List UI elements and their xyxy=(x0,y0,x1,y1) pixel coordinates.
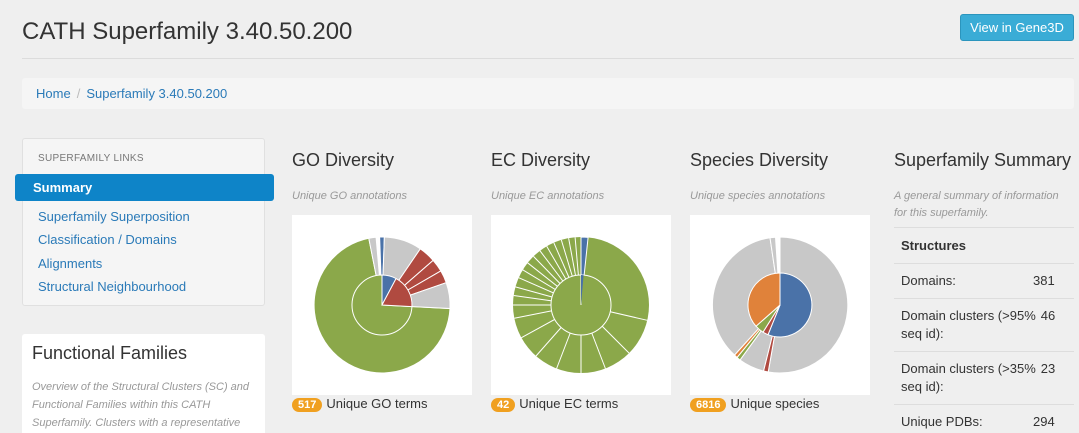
species-inner-orange xyxy=(747,272,781,327)
ec-sunburst-chart[interactable] xyxy=(491,215,671,395)
go-inner-red xyxy=(381,277,413,308)
view-in-gene3d-button[interactable]: View in Gene3D xyxy=(960,14,1074,41)
sidebar-heading: SUPERFAMILY LINKS xyxy=(38,153,144,164)
ec-diversity-subtitle: Unique EC annotations xyxy=(491,190,605,202)
superfamily-summary: Superfamily Summary A general summary of… xyxy=(894,150,1074,433)
breadcrumb-home-link[interactable]: Home xyxy=(36,86,71,101)
ec-count-label: Unique EC terms xyxy=(519,396,619,411)
species-count: 6816 Unique species xyxy=(690,396,819,412)
functional-families-title: Functional Families xyxy=(32,343,188,363)
summary-title: Superfamily Summary xyxy=(894,150,1072,170)
species-outer-grey-large xyxy=(712,237,781,356)
title-divider xyxy=(22,58,1074,59)
breadcrumb: Home / Superfamily 3.40.50.200 xyxy=(22,78,1074,109)
species-diversity-header: Species Diversity Unique species annotat… xyxy=(690,150,828,202)
species-count-label: Unique species xyxy=(730,396,820,411)
summary-row-label: Domains: xyxy=(901,273,956,288)
species-count-badge: 6816 xyxy=(690,398,727,412)
summary-subtitle: A general summary of information for thi… xyxy=(894,190,1059,219)
species-diversity-subtitle: Unique species annotations xyxy=(690,190,826,202)
go-diversity-header: GO Diversity Unique GO annotations xyxy=(292,150,407,202)
sidebar-item-alignments[interactable]: Alignments xyxy=(38,256,103,271)
go-diversity-subtitle: Unique GO annotations xyxy=(292,190,407,202)
go-count-label: Unique GO terms xyxy=(326,396,428,411)
go-sunburst-chart[interactable] xyxy=(292,215,472,395)
summary-row-value: 23 xyxy=(1040,361,1056,376)
sidebar-item-superposition[interactable]: Superfamily Superposition xyxy=(38,209,190,224)
ec-inner-blue xyxy=(581,274,584,305)
ec-diversity-header: EC Diversity Unique EC annotations xyxy=(491,150,604,202)
summary-row-label: Domain clusters (>95% seq id): xyxy=(901,308,1036,341)
species-sunburst-chart[interactable] xyxy=(690,215,870,395)
sidebar-item-classification[interactable]: Classification / Domains xyxy=(38,232,177,247)
summary-row-value: 294 xyxy=(1033,414,1055,429)
summary-row-unique-pdbs: Unique PDBs: 294 xyxy=(894,404,1074,433)
ec-count-badge: 42 xyxy=(491,398,516,412)
functional-families-description: Overview of the Structural Clusters (SC)… xyxy=(32,381,250,429)
summary-row-label: Domain clusters (>35% seq id): xyxy=(901,361,1036,394)
summary-row-clusters-35: Domain clusters (>35% seq id): 23 xyxy=(894,351,1074,404)
summary-section-structures: Structures xyxy=(894,227,1074,263)
summary-row-domains: Domains: 381 xyxy=(894,263,1074,298)
page-title: CATH Superfamily 3.40.50.200 xyxy=(22,18,353,45)
go-count-badge: 517 xyxy=(292,398,323,412)
sidebar-item-summary[interactable]: Summary xyxy=(15,174,274,201)
ec-count: 42 Unique EC terms xyxy=(491,396,618,412)
summary-row-clusters-95: Domain clusters (>95% seq id): 46 xyxy=(894,298,1074,351)
species-diversity-title: Species Diversity xyxy=(690,150,829,170)
go-inner-green xyxy=(351,274,413,336)
summary-row-value: 381 xyxy=(1033,273,1055,288)
summary-row-label: Unique PDBs: xyxy=(901,414,983,429)
ec-diversity-title: EC Diversity xyxy=(491,150,591,170)
go-sunburst-svg xyxy=(313,236,451,374)
sidebar-item-structural-neighbourhood[interactable]: Structural Neighbourhood xyxy=(38,279,187,294)
summary-table: Structures Domains: 381 Domain clusters … xyxy=(894,227,1074,433)
functional-families-panel: Functional Families Overview of the Stru… xyxy=(22,334,265,433)
species-sunburst-svg xyxy=(712,236,849,374)
go-count: 517 Unique GO terms xyxy=(292,396,428,412)
go-diversity-title: GO Diversity xyxy=(292,150,395,170)
ec-sunburst-svg xyxy=(513,236,649,373)
breadcrumb-current-link[interactable]: Superfamily 3.40.50.200 xyxy=(86,86,228,101)
superfamily-links-sidebar: SUPERFAMILY LINKS Summary Superfamily Su… xyxy=(15,138,274,306)
species-inner-blue xyxy=(767,272,813,338)
summary-row-value: 46 xyxy=(1040,308,1056,323)
breadcrumb-separator: / xyxy=(76,86,81,101)
